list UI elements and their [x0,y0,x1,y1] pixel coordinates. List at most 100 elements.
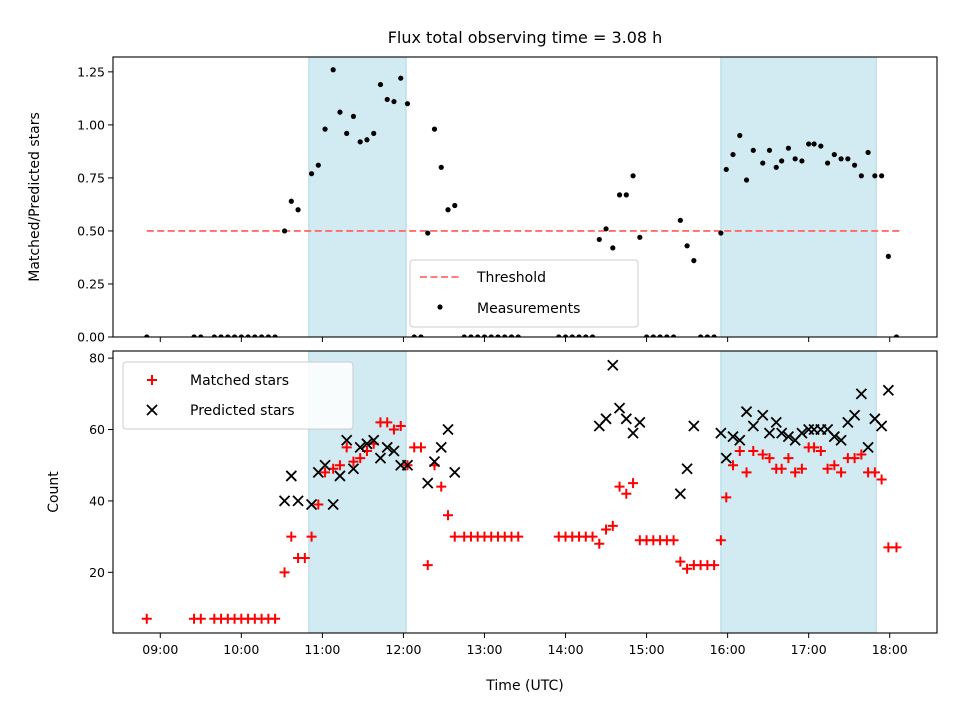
measurement-point [515,334,521,337]
measurement-point [191,334,197,337]
predicted-star-point [674,488,686,500]
y-tick-label: 0.75 [77,170,105,185]
chart-title: Flux total observing time = 3.08 h [388,28,663,47]
x-tick-label: 14:00 [548,642,584,657]
measurement-point [411,334,417,337]
measurement-point [371,130,377,136]
measurement-point [272,334,278,337]
y-tick-label: 0.00 [77,330,105,345]
measurement-point [350,113,357,119]
measurement-point [872,173,878,179]
measurement-point [743,177,750,183]
measurement-point [811,141,817,147]
matched-star-point [682,563,693,574]
measurement-point [730,151,736,158]
predicted-star-point [607,359,619,371]
measurement-point [766,147,773,153]
legend-box [409,259,639,328]
measurement-point [495,334,501,337]
matched-star-point [449,531,460,542]
predicted-star-point [341,434,353,446]
measurement-point [596,236,602,243]
matched-star-point [741,467,752,478]
matched-star-point [728,460,739,471]
matched-star-point [776,463,787,474]
predicted-star-point [734,434,746,446]
measurement-point [404,101,411,107]
predicted-star-point [305,498,318,511]
legend-predicted-label: Predicted stars [190,403,295,419]
predicted-star-point [727,431,739,443]
matched-star-point [869,467,880,478]
y-tick-label: 0.50 [77,223,105,238]
predicted-star-point [422,477,434,489]
measurement-point [562,334,569,337]
measurement-point [723,166,729,173]
measurement-point [885,253,891,259]
measurement-point [838,156,844,162]
y-tick-label: 80 [89,351,105,366]
predicted-star-point [835,434,847,446]
x-tick-label: 18:00 [872,642,908,657]
matched-star-point [783,453,794,464]
matched-star-point [341,442,352,453]
predicted-star-point [757,409,769,421]
measurement-point [806,141,812,147]
measurement-point [281,228,288,234]
y-tick-label: 0.25 [77,276,105,291]
predicted-star-point [428,456,441,468]
measurement-point [824,160,831,166]
predicted-star-point [388,445,400,457]
shaded-interval [720,351,877,633]
measurement-point [670,334,677,337]
measurement-point [831,151,837,158]
measurement-point [295,207,301,213]
x-tick-label: 10:00 [223,642,259,657]
y-axis-label: Count [46,471,62,513]
measurement-point [792,156,798,162]
measurement-point [398,75,404,81]
measurement-point [657,334,663,337]
predicted-star-point [770,416,782,429]
measurement-point [845,156,851,162]
measurement-point [211,334,217,337]
matched-star-point [709,560,720,571]
measurement-point [643,334,650,337]
predicted-star-point [620,413,632,425]
legend-matched-swatch [147,375,157,385]
measurement-point [785,145,792,151]
predicted-star-point [361,438,373,450]
matched-star-point [422,560,433,571]
measurement-point [438,164,444,170]
y-tick-label: 60 [89,422,105,437]
matched-star-point [594,538,605,549]
predicted-star-point [763,427,776,439]
matched-star-point [621,488,632,499]
matched-star-point [601,524,612,535]
panel-1 [108,56,938,342]
predicted-star-point [368,434,380,446]
predicted-star-point [855,388,867,400]
measurement-point [475,334,481,337]
matched-star-point [815,445,826,456]
legend-threshold-label: Threshold [476,270,546,286]
measurement-point [198,334,204,337]
predicted-star-point [634,416,646,429]
predicted-star-point [796,427,808,439]
measurement-point [218,334,224,337]
x-axis-label: Time (UTC) [485,678,563,694]
matched-star-point [195,613,206,624]
measurement-point [322,126,328,132]
matched-star-point [141,613,152,624]
measurement-point [818,143,824,149]
measurement-point [737,132,743,139]
matched-star-point [822,463,833,474]
legend-predicted-swatch [146,404,158,416]
measurement-point [650,334,656,337]
measurement-point [610,245,616,251]
measurement-point [231,334,238,337]
matched-star-point [790,467,801,478]
y-tick-label: 40 [89,493,105,508]
legend-matched-label: Matched stars [190,373,289,389]
